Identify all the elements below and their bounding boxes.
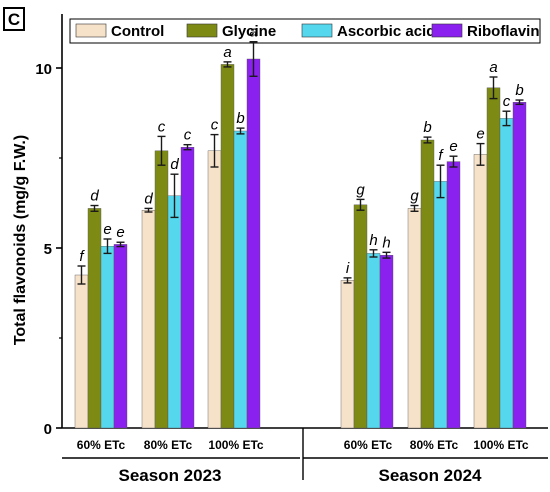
panel-label-box <box>3 7 25 31</box>
significance-letter: a <box>249 24 257 41</box>
significance-letter: b <box>423 119 431 136</box>
panel-label: C <box>8 10 20 29</box>
x-category-label: 80% ETc <box>410 438 459 452</box>
significance-letter: h <box>369 232 377 249</box>
x-category-label: 100% ETc <box>473 438 528 452</box>
bar-riboflavin <box>512 101 527 429</box>
significance-letter: e <box>103 221 111 238</box>
bar-control <box>473 154 488 429</box>
bar-glycine <box>87 208 102 429</box>
bar-glycine <box>154 150 169 429</box>
bar-riboflavin <box>180 146 195 429</box>
bar-control <box>407 208 422 429</box>
significance-letter: i <box>346 260 350 277</box>
x-category-label: 80% ETc <box>144 438 193 452</box>
bar-glycine <box>486 87 501 429</box>
y-tick-label: 0 <box>44 421 52 438</box>
x-category-label: 100% ETc <box>208 438 263 452</box>
bar-ascorbic-acid <box>499 118 514 429</box>
significance-letter: a <box>223 44 231 61</box>
legend-swatch-glycine <box>186 23 218 38</box>
legend-label-control: Control <box>111 23 164 40</box>
legend-label-glycine: Glycine <box>222 23 276 40</box>
bar-control <box>74 274 89 429</box>
significance-letter: e <box>449 138 457 155</box>
significance-letter: g <box>356 181 365 198</box>
significance-letter: e <box>116 224 124 241</box>
legend-swatch-riboflavin <box>431 23 463 38</box>
significance-letter: a <box>489 59 497 76</box>
bar-control <box>141 209 156 429</box>
significance-letter: f <box>438 147 444 164</box>
legend: Control Glycine Ascorbic acid Riboflavin <box>69 18 541 44</box>
y-axis-title: Total flavonoids (mg/g F.W.) <box>12 135 29 345</box>
bar-ascorbic-acid <box>100 245 115 429</box>
bar-control <box>207 150 222 429</box>
bar-ascorbic-acid <box>233 130 248 429</box>
x-axis-labels: 60% ETc 80% ETc 100% ETc 60% ETc 80% ETc 100%… <box>62 428 548 485</box>
significance-letter: d <box>144 190 153 207</box>
legend-swatch-control <box>75 23 107 38</box>
significance-letter: c <box>211 117 219 134</box>
y-tick-label: 10 <box>35 61 52 78</box>
significance-letter: f <box>79 248 85 265</box>
bar-riboflavin <box>446 161 461 429</box>
legend-label-ascorbic-acid: Ascorbic acid <box>337 23 435 40</box>
legend-swatch-ascorbic-acid <box>301 23 333 38</box>
significance-letter: h <box>382 234 390 251</box>
x-category-label: 60% ETc <box>77 438 126 452</box>
significance-letter: c <box>158 118 166 135</box>
bar-control <box>340 280 355 429</box>
x-category-label: 60% ETc <box>344 438 393 452</box>
bar-ascorbic-acid <box>366 253 381 429</box>
season-label-2023: Season 2023 <box>118 466 221 485</box>
bar-riboflavin <box>113 244 128 429</box>
bar-riboflavin <box>379 254 394 429</box>
legend-label-riboflavin: Riboflavin <box>467 23 540 40</box>
bar-glycine <box>220 64 235 429</box>
significance-letter: d <box>90 188 99 205</box>
significance-letter: b <box>236 110 244 127</box>
bar-ascorbic-acid <box>433 181 448 429</box>
significance-letter: d <box>170 156 179 173</box>
significance-letter: c <box>503 93 511 110</box>
bar-ascorbic-acid <box>167 195 182 429</box>
significance-letter: g <box>410 188 419 205</box>
season-label-2024: Season 2024 <box>378 466 482 485</box>
bar-riboflavin <box>246 58 261 429</box>
significance-letter: b <box>515 82 523 99</box>
y-tick-label: 5 <box>44 241 52 258</box>
bar-glycine <box>420 139 435 429</box>
significance-letter: e <box>476 126 484 143</box>
significance-letter: c <box>184 127 192 144</box>
bar-glycine <box>353 204 368 429</box>
